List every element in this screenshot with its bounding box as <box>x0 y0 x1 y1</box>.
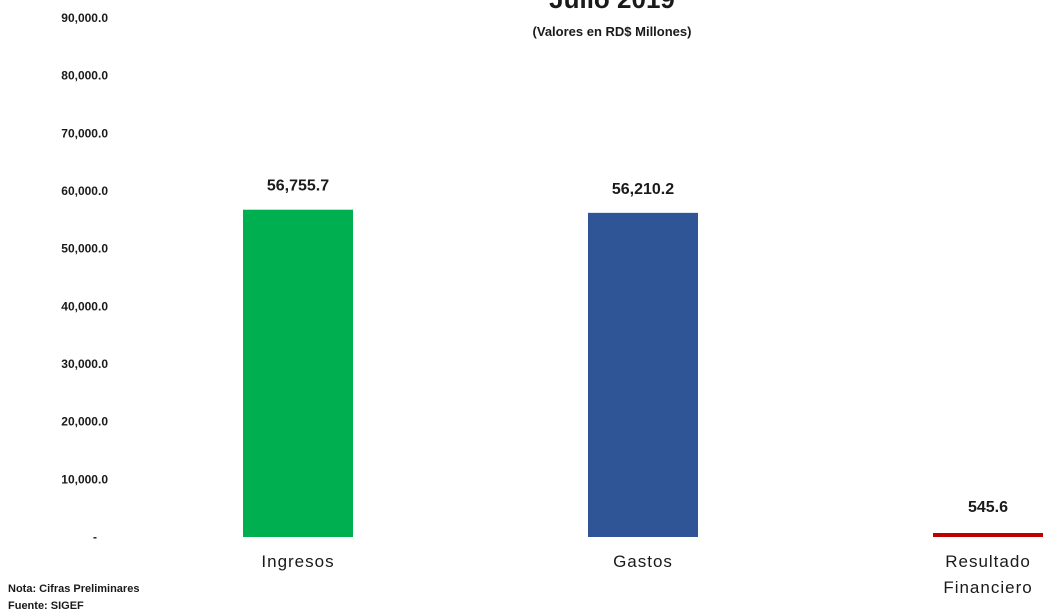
chart-subtitle: (Valores en RD$ Millones) <box>533 24 692 39</box>
y-tick-label: 60,000.0 <box>61 184 108 198</box>
bar-resultado-financiero <box>933 533 1043 537</box>
chart-title: Julio 2019 <box>549 0 675 14</box>
source-text: Fuente: SIGEF <box>8 600 84 612</box>
y-tick-label: 50,000.0 <box>61 242 108 256</box>
y-tick-label: 70,000.0 <box>61 126 108 140</box>
note-text: Nota: Cifras Preliminares <box>8 583 140 595</box>
bar-series <box>243 209 1043 538</box>
footnotes: Nota: Cifras Preliminares Fuente: SIGEF <box>8 581 139 615</box>
y-tick-label: 80,000.0 <box>61 69 108 83</box>
data-labels: 56,755.7 56,210.2 545.6 <box>267 178 1008 516</box>
y-tick-label: 10,000.0 <box>61 472 108 486</box>
y-tick-label: 30,000.0 <box>61 357 108 371</box>
x-axis: Ingresos Gastos Resultado Financiero <box>261 552 1032 597</box>
y-tick-label: 20,000.0 <box>61 415 108 429</box>
bar-ingresos <box>243 209 353 537</box>
y-tick-label: - <box>93 530 97 544</box>
bar-gastos <box>588 212 698 538</box>
x-tick-label: Ingresos <box>261 552 334 571</box>
data-label: 545.6 <box>968 499 1008 516</box>
y-axis: - 10,000.0 20,000.0 30,000.0 40,000.0 50,000.… <box>61 11 108 544</box>
x-tick-label: Resultado Financiero <box>943 552 1032 597</box>
x-tick-label: Gastos <box>613 552 673 571</box>
data-label: 56,210.2 <box>612 181 674 198</box>
data-label: 56,755.7 <box>267 178 329 195</box>
y-tick-label: 40,000.0 <box>61 299 108 313</box>
y-tick-label: 90,000.0 <box>61 11 108 25</box>
